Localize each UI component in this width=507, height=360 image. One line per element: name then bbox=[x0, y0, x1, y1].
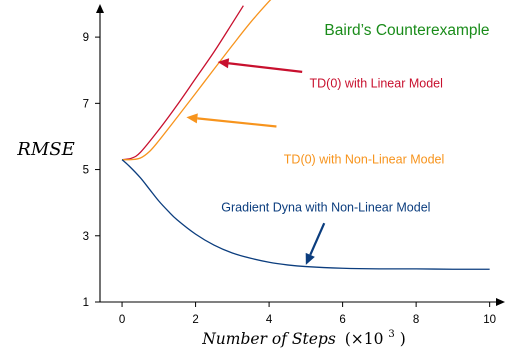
x-tick-label: 6 bbox=[339, 314, 345, 326]
y-tick-label: 3 bbox=[83, 231, 89, 243]
y-axis-title: RMSE bbox=[16, 139, 74, 160]
annotation-arrowhead-2 bbox=[305, 252, 315, 265]
x-axis-arrowhead bbox=[496, 298, 505, 306]
annotation-layer: TD(0) with Linear Model TD(0) with Non-Li… bbox=[186, 58, 444, 265]
annotation-arrow-0 bbox=[228, 62, 303, 73]
x-axis-title-unit: (×10 bbox=[345, 330, 384, 348]
series-layer bbox=[121, 0, 490, 270]
annotation-label-0: TD(0) with Linear Model bbox=[310, 76, 443, 90]
axes: 0 2 4 6 8 10 1 3 5 7 9 bbox=[83, 4, 505, 326]
series-line-1 bbox=[122, 0, 272, 161]
x-axis-title: Number of Steps (×10 3 ) bbox=[201, 323, 406, 348]
series-line-2 bbox=[121, 159, 490, 270]
y-tick-label: 9 bbox=[83, 32, 89, 44]
y-tick-label: 1 bbox=[83, 297, 89, 309]
annotation-arrow-2 bbox=[309, 222, 326, 256]
x-tick-label: 0 bbox=[119, 314, 125, 326]
y-tick-label: 5 bbox=[83, 165, 89, 177]
x-tick-label: 8 bbox=[413, 314, 419, 326]
chart-title: Baird’s Counterexample bbox=[324, 22, 489, 39]
annotation-arrow-1 bbox=[197, 117, 277, 128]
series-line-0 bbox=[121, 5, 244, 161]
x-tick-label: 4 bbox=[266, 314, 273, 326]
annotation-label-2: Gradient Dyna with Non-Linear Model bbox=[221, 201, 430, 215]
x-axis-title-exponent: 3 bbox=[388, 329, 394, 340]
x-axis-title-main: Number of Steps bbox=[201, 330, 336, 348]
x-tick-label: 10 bbox=[483, 314, 496, 326]
annotation-label-1: TD(0) with Non-Linear Model bbox=[284, 153, 444, 167]
y-axis-arrowhead bbox=[96, 4, 104, 13]
x-tick-label: 2 bbox=[192, 314, 198, 326]
y-tick-label: 7 bbox=[83, 98, 89, 110]
annotation-arrowhead-0 bbox=[217, 58, 230, 69]
annotation-arrowhead-1 bbox=[186, 113, 198, 124]
x-axis-title-close: ) bbox=[400, 330, 406, 348]
